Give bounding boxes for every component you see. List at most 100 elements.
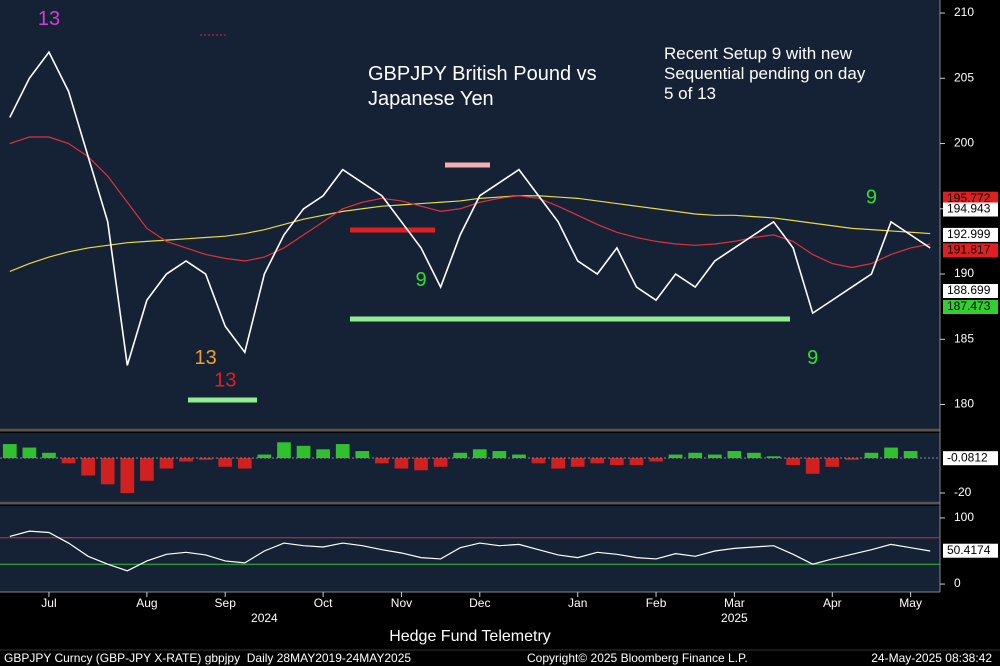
level-label: 194.943 xyxy=(947,202,991,216)
x-tick-label: Nov xyxy=(391,596,412,610)
bar xyxy=(335,444,350,459)
y-tick-label: 200 xyxy=(954,136,974,150)
bar xyxy=(198,458,213,460)
bar xyxy=(120,458,135,494)
level-label: 191.817 xyxy=(947,242,991,256)
bar xyxy=(433,458,448,467)
bar xyxy=(864,452,879,459)
count-marker: 9 xyxy=(415,269,426,291)
bar xyxy=(316,449,330,459)
bar xyxy=(159,458,174,469)
x-tick-label: Mar xyxy=(724,596,745,610)
y-tick-label: 190 xyxy=(954,266,974,280)
bar xyxy=(394,458,409,469)
security: GBPJPY Curncy (GBP-JPY X-RATE) gbpjpy Da… xyxy=(4,651,412,665)
line xyxy=(9,195,931,272)
level-label-box xyxy=(943,227,998,242)
level-label: 195.772 xyxy=(947,191,991,205)
count-marker: 13 xyxy=(214,369,236,391)
level-label: 187.473 xyxy=(947,299,991,313)
count-marker: 9 xyxy=(866,187,877,209)
y-tick-label: 210 xyxy=(954,5,974,19)
chart-title: GBPJPY British Pound vs Japanese Yen xyxy=(368,63,597,110)
level-label-box xyxy=(943,243,998,258)
bar xyxy=(218,458,233,467)
bar xyxy=(590,458,605,464)
level-label-box xyxy=(943,191,998,206)
x-tick-label: Jul xyxy=(41,596,56,610)
bar xyxy=(140,458,154,481)
x-tick-label: Sep xyxy=(215,596,237,610)
level-label-box xyxy=(943,299,998,314)
bar xyxy=(237,458,252,469)
bar xyxy=(2,444,17,459)
last-value-box xyxy=(943,451,998,466)
x-tick-label: May xyxy=(899,596,922,610)
bar xyxy=(668,454,683,459)
bar xyxy=(512,454,526,459)
line xyxy=(9,530,931,572)
bar xyxy=(747,452,761,459)
x-year-label: 2025 xyxy=(721,611,748,625)
rsi-panel xyxy=(0,506,940,592)
y-tick-label: 0 xyxy=(954,576,961,590)
x-tick-label: Dec xyxy=(469,596,490,610)
bar xyxy=(100,458,115,485)
bar xyxy=(825,458,840,467)
bar xyxy=(766,456,781,459)
bar xyxy=(610,458,624,466)
macd-panel xyxy=(0,433,940,501)
bar xyxy=(845,458,859,460)
bar xyxy=(277,442,291,459)
bar xyxy=(61,458,76,464)
y-tick-label: -20 xyxy=(954,485,972,499)
bar xyxy=(492,451,507,459)
x-year-label: 2024 xyxy=(251,611,278,625)
last-value: 50.4174 xyxy=(947,543,991,557)
bar xyxy=(805,458,820,474)
bar xyxy=(649,458,663,462)
bar xyxy=(570,458,585,467)
count-marker: 9 xyxy=(807,347,818,369)
last-value: -0.0812 xyxy=(947,450,988,464)
bar xyxy=(629,458,644,466)
line xyxy=(9,136,931,269)
bar xyxy=(355,451,370,459)
x-tick-label: Oct xyxy=(314,596,333,610)
bar xyxy=(296,445,311,459)
bar xyxy=(707,454,722,459)
bar xyxy=(884,447,898,459)
line xyxy=(9,50,931,366)
bar xyxy=(531,458,546,464)
y-tick-label: 100 xyxy=(954,510,974,524)
level-label: 192.999 xyxy=(947,227,991,241)
x-tick-label: Aug xyxy=(136,596,157,610)
bar xyxy=(903,451,918,459)
timestamp: 24-May-2025 08:38:42 xyxy=(871,651,992,665)
bar xyxy=(22,447,37,459)
level-label: 188.699 xyxy=(947,283,991,297)
y-tick-label: 185 xyxy=(954,331,974,345)
bar xyxy=(414,458,428,471)
y-tick-label: 180 xyxy=(954,397,974,411)
bar xyxy=(179,458,193,462)
bar xyxy=(375,458,389,464)
x-tick-label: Jan xyxy=(568,596,587,610)
level-label-box xyxy=(943,202,998,217)
copyright: Copyright© 2025 Bloomberg Finance L.P. xyxy=(527,651,748,665)
bar xyxy=(688,452,703,459)
annotation: Recent Setup 9 with new Sequential pendi… xyxy=(664,44,866,103)
caption: Hedge Fund Telemetry xyxy=(389,628,551,645)
count-marker: 13 xyxy=(195,347,217,369)
last-value-box xyxy=(943,543,998,558)
bar xyxy=(257,454,272,459)
count-marker: 13 xyxy=(38,8,60,30)
bar xyxy=(727,451,742,459)
level-label-box xyxy=(943,284,998,299)
bar xyxy=(453,452,468,459)
bar xyxy=(81,458,95,476)
x-tick-label: Apr xyxy=(823,596,842,610)
bar xyxy=(42,452,56,459)
